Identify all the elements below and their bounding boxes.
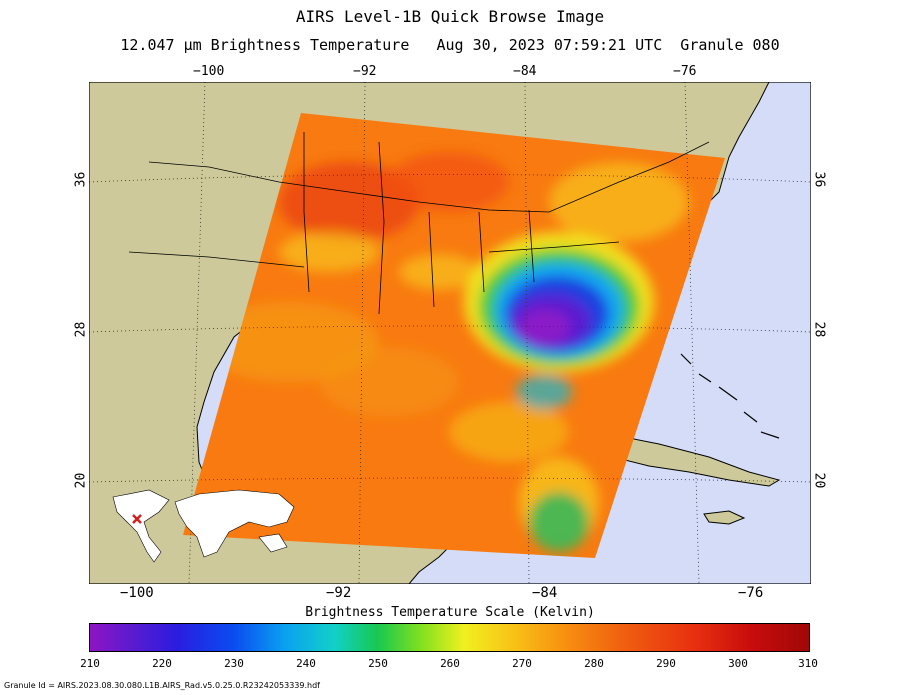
colorbar-tick: 240 (296, 657, 316, 670)
colorbar-tick: 290 (656, 657, 676, 670)
brightness-temperature-map (89, 82, 811, 584)
inset-world-map (112, 489, 295, 563)
bahamas-islands (680, 353, 780, 439)
colorbar-tick: 280 (584, 657, 604, 670)
colorbar-title: Brightness Temperature Scale (Kelvin) (305, 605, 595, 620)
bottom-lon-label: −76 (738, 585, 764, 601)
granule-id: Granule Id = AIRS.2023.08.30.080.L1B.AIR… (4, 681, 320, 690)
colorbar-tick: 250 (368, 657, 388, 670)
image-subtitle: 12.047 µm Brightness Temperature Aug 30,… (120, 36, 780, 54)
bottom-lon-label: −92 (326, 585, 352, 601)
colorbar-tick: 230 (224, 657, 244, 670)
top-lon-label: −92 (353, 64, 377, 79)
left-lat-label: 20 (73, 472, 89, 489)
right-lat-label: 28 (811, 321, 827, 338)
top-lon-label: −76 (673, 64, 697, 79)
top-lon-label: −84 (513, 64, 537, 79)
image-title: AIRS Level-1B Quick Browse Image (295, 7, 605, 26)
top-lon-label: −100 (193, 64, 225, 79)
colorbar-tick: 300 (728, 657, 748, 670)
colorbar-tick: 220 (152, 657, 172, 670)
left-lat-label: 36 (73, 171, 89, 188)
jamaica-island (703, 510, 746, 525)
colorbar (89, 623, 810, 652)
left-lat-label: 28 (73, 321, 89, 338)
colorbar-tick: 210 (80, 657, 100, 670)
political-boundaries (128, 132, 710, 315)
colorbar-tick: 270 (512, 657, 532, 670)
colorbar-tick: 260 (440, 657, 460, 670)
bottom-lon-label: −100 (120, 585, 154, 601)
right-lat-label: 36 (811, 171, 827, 188)
right-lat-label: 20 (811, 472, 827, 489)
bottom-lon-label: −84 (532, 585, 558, 601)
colorbar-tick: 310 (798, 657, 818, 670)
